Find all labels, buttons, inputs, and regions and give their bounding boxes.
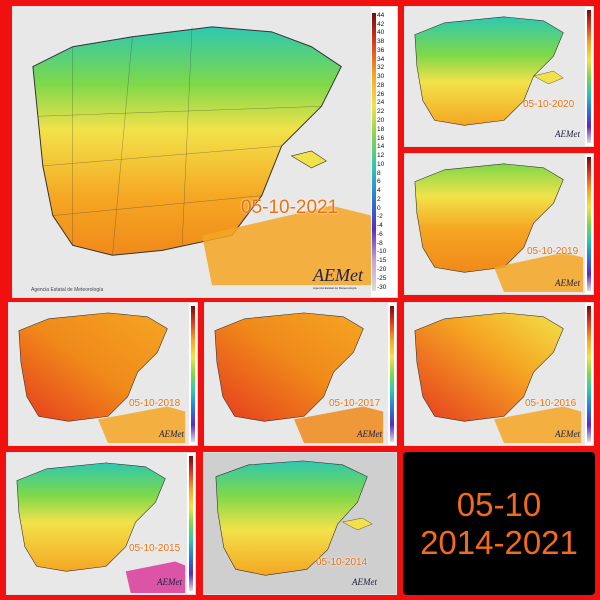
scale-tick-label: -25 — [377, 274, 387, 282]
map-panel-2018: 05-10-2018 AEMet — [8, 302, 198, 446]
scale-tick-label: 44 — [377, 11, 385, 19]
scale-tick-label: 10 — [377, 160, 385, 168]
date-label-2017: 05-10-2017 — [329, 398, 381, 409]
scale-tick-label: 12 — [377, 152, 385, 160]
date-label-2019: 05-10-2019 — [527, 246, 579, 257]
scale-bar — [587, 9, 591, 144]
scale-tick-label: 14 — [377, 143, 385, 151]
scale-tick-label: 36 — [377, 46, 385, 54]
scale-tick-label: 38 — [377, 38, 385, 46]
aemet-logo: AEMet — [157, 577, 182, 587]
scale-bar — [390, 305, 394, 443]
map-panel-2020: 05-10-2020 AEMet — [404, 6, 594, 147]
scale-tick-label: 16 — [377, 134, 385, 142]
map-panel-2017: 05-10-2017 AEMet — [204, 302, 397, 446]
scale-tick-label: 2 — [377, 195, 381, 203]
scale-tick-label: -10 — [377, 248, 387, 256]
scale-tick-label: 0 — [377, 204, 381, 212]
scale-tick-label: 30 — [377, 73, 385, 81]
map-panel-2016: 05-10-2016 AEMet — [404, 302, 594, 446]
scale-bar — [189, 455, 193, 592]
summary-tile: 05-10 2014-2021 — [403, 452, 595, 595]
agency-name: Agencia Estatal de Meteorología — [31, 287, 104, 293]
scale-tick-label: 8 — [377, 169, 381, 177]
scale-tick-label: -20 — [377, 266, 387, 273]
temperature-map-2021 — [13, 7, 397, 297]
scale-tick-label: -8 — [377, 239, 383, 247]
temperature-scale-2019 — [585, 154, 593, 294]
temperature-scale-2018 — [189, 303, 197, 445]
scale-tick-label: 40 — [377, 29, 385, 37]
scale-tick-label: 20 — [377, 116, 385, 124]
map-panel-2021: 44 42 40 38 36 34 32 30 28 26 24 22 20 18 16 14 12 10 8 6 4 2… — [12, 6, 398, 298]
date-label-2014: 05-10-2014 — [316, 557, 368, 568]
scale-tick-label: 26 — [377, 90, 385, 98]
scale-bar — [587, 305, 591, 443]
scale-tick-label: 4 — [377, 187, 381, 195]
scale-tick-label: 42 — [377, 20, 385, 28]
aemet-logo: AEMet — [357, 429, 382, 439]
summary-years: 2014-2021 — [420, 523, 578, 561]
scale-tick-label: -2 — [377, 213, 383, 221]
summary-date: 05-10 — [456, 485, 542, 523]
scale-tick-label: 18 — [377, 125, 385, 133]
scale-tick-label: 22 — [377, 108, 385, 116]
date-label-2021: 05-10-2021 — [241, 197, 339, 218]
scale-tick-label: -4 — [377, 222, 383, 230]
date-label-2016: 05-10-2016 — [525, 398, 577, 409]
logo-text: AEMet — [313, 265, 363, 285]
logo-sub: Agencia Estatal de Meteorología — [313, 286, 357, 290]
aemet-logo: AEMet — [555, 429, 580, 439]
date-label-2020: 05-10-2020 — [523, 99, 575, 110]
scale-bar — [587, 156, 591, 292]
scale-tick-label: 6 — [377, 178, 381, 186]
temperature-map-2020 — [405, 7, 593, 146]
temperature-map-2017 — [205, 303, 396, 445]
scale-ticks: 44 42 40 38 36 34 32 30 28 26 24 22 20 18 16 14 12 10 8 6 4 2… — [377, 11, 387, 291]
scale-tick-label: 28 — [377, 81, 385, 89]
temperature-scale-2017 — [388, 303, 396, 445]
scale-tick-label: -6 — [377, 230, 383, 238]
scale-tick-label: 32 — [377, 64, 385, 72]
temperature-map-2018 — [9, 303, 197, 445]
temperature-map-2014 — [204, 453, 396, 594]
temperature-scale-2021: 44 42 40 38 36 34 32 30 28 26 24 22 20 18 16 14 12 10 8 6 4 2… — [371, 7, 397, 297]
temperature-scale-2016 — [585, 303, 593, 445]
aemet-logo: AEMet — [555, 129, 580, 139]
temperature-map-2016 — [405, 303, 593, 445]
temperature-scale-2015 — [187, 453, 195, 594]
scale-tick-label: 24 — [377, 99, 385, 107]
temperature-map-2019 — [405, 154, 593, 294]
date-label-2015: 05-10-2015 — [129, 543, 181, 554]
aemet-logo: AEMet — [159, 429, 184, 439]
scale-tick-label: 34 — [377, 55, 385, 63]
temperature-map-2015 — [7, 453, 195, 594]
scale-bar — [372, 12, 376, 292]
map-panel-2015: 05-10-2015 AEMet — [6, 452, 196, 595]
aemet-logo: AEMet — [352, 577, 377, 587]
scale-bar — [191, 305, 195, 443]
aemet-logo: AEMet Agencia Estatal de Meteorología — [313, 265, 363, 290]
aemet-logo: AEMet — [555, 278, 580, 288]
date-label-2018: 05-10-2018 — [129, 398, 181, 409]
map-panel-2014: 05-10-2014 AEMet — [203, 452, 397, 595]
scale-tick-label: -30 — [377, 283, 387, 291]
map-panel-2019: 05-10-2019 AEMet — [404, 153, 594, 295]
scale-tick-label: -15 — [377, 257, 387, 265]
temperature-scale-2020 — [585, 7, 593, 146]
